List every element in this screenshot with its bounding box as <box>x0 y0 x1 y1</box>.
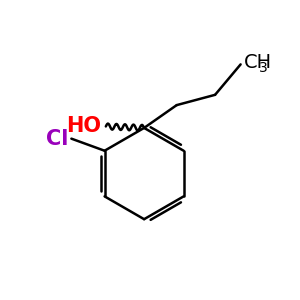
Text: HO: HO <box>66 116 101 136</box>
Text: 3: 3 <box>259 61 268 75</box>
Text: Cl: Cl <box>46 129 68 149</box>
Text: CH: CH <box>244 53 272 72</box>
